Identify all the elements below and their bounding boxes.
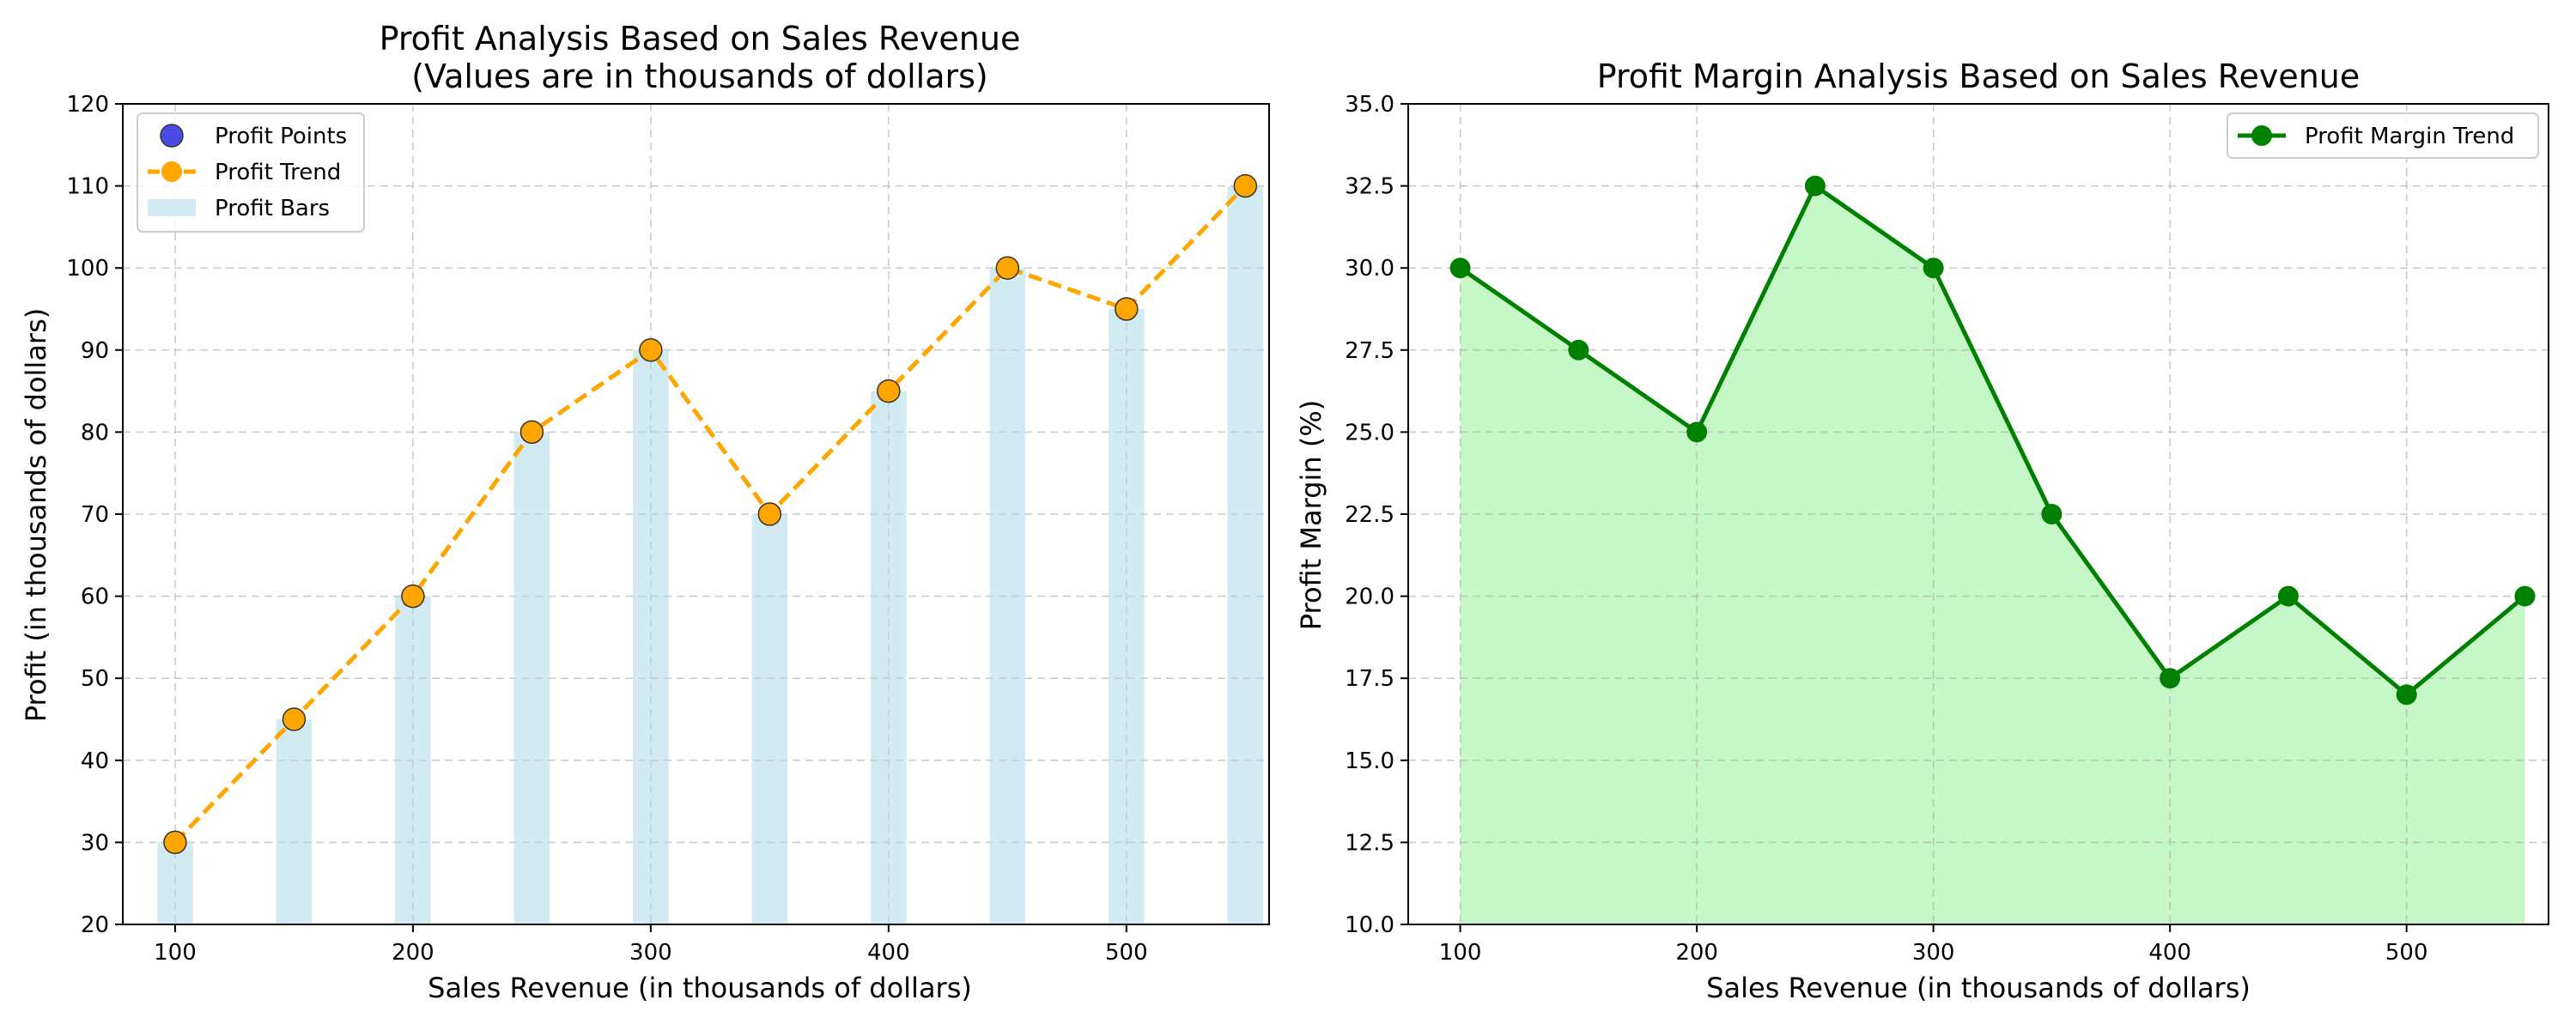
legend-margin-trend-label: Profit Margin Trend [2305,124,2514,149]
margin-area [1460,185,2525,925]
chart1-subtitle: (Values are in thousands of dollars) [411,58,988,95]
margin-point [2277,585,2299,607]
y-tick-label: 17.5 [1345,666,1394,692]
margin-point [2160,668,2181,689]
chart2-area-fill [1460,185,2525,925]
profit-trend-polyline [173,184,1248,845]
y-tick-label: 100 [66,256,109,282]
x-tick-label: 400 [2148,940,2191,966]
profit-bar [513,432,550,924]
legend-profit-bars-swatch [148,199,196,216]
legend-profit-trend-label: Profit Trend [215,160,341,185]
margin-point [1449,258,1471,279]
chart2-x-label: Sales Revenue (in thousands of dollars) [1706,972,2251,1004]
profit-chart: Profit Analysis Based on Sales Revenue (… [20,20,1270,1004]
profit-margin-chart: Profit Margin Analysis Based on Sales Re… [1295,58,2549,1004]
margin-point [1923,258,1944,279]
chart2-legend-box [2227,112,2539,159]
margin-point [1686,421,1708,443]
y-tick-label: 20 [81,912,109,938]
chart2-trend-line [1459,182,2527,698]
chart2-y-label: Profit Margin (%) [1295,400,1327,630]
profit-point [639,338,663,362]
x-tick-label: 500 [1105,940,1148,966]
y-tick-label: 35.0 [1345,92,1394,118]
profit-bar [751,514,788,924]
chart1-title: Profit Analysis Based on Sales Revenue [380,20,1021,58]
profit-point [401,584,425,609]
chart1-bars [157,185,1264,925]
margin-trend-polyline [1459,182,2527,698]
legend-profit-points-marker [160,124,184,148]
chart2-x-ticks: 100 200 300 400 500 [1439,924,2428,966]
profit-bar [276,719,313,924]
chart1-x-label: Sales Revenue (in thousands of dollars) [428,972,972,1004]
y-tick-label: 27.5 [1345,338,1394,364]
y-tick-label: 90 [81,338,109,364]
profit-bar [633,349,669,924]
y-tick-label: 15.0 [1345,748,1394,774]
legend-profit-bars-label: Profit Bars [215,196,330,221]
margin-point [1804,175,1826,197]
y-tick-label: 10.0 [1345,912,1394,938]
y-tick-label: 80 [81,420,109,445]
y-tick-label: 60 [81,585,109,610]
x-tick-label: 100 [154,940,197,966]
profit-point [282,707,307,731]
y-tick-label: 25.0 [1345,420,1394,445]
chart1-trend-line [173,184,1248,845]
y-tick-label: 32.5 [1345,174,1394,200]
x-tick-label: 200 [1675,940,1718,966]
y-tick-label: 110 [66,174,109,200]
chart2-y-ticks: 10.0 12.5 15.0 17.5 20.0 22.5 25.0 27.5 30.0 32.5… [1345,92,1408,938]
chart1-points [163,173,1258,855]
profit-point [757,502,782,526]
chart2-points [1449,175,2536,706]
profit-point [877,379,901,403]
margin-point [1568,339,1589,360]
profit-bar [1227,185,1264,925]
y-tick-label: 70 [81,502,109,528]
profit-point [995,256,1020,280]
y-tick-label: 120 [66,92,109,118]
profit-bar [989,268,1026,924]
chart1-x-ticks: 100 200 300 400 500 [154,924,1148,966]
legend-profit-trend-marker [161,161,182,182]
x-tick-label: 500 [2385,940,2428,966]
profit-bar [871,391,907,925]
x-tick-label: 300 [1912,940,1955,966]
chart1-y-label: Profit (in thousands of dollars) [20,308,52,722]
y-tick-label: 22.5 [1345,502,1394,528]
y-tick-label: 20.0 [1345,585,1394,610]
margin-point [2396,684,2417,706]
legend-margin-trend-marker [2251,125,2272,146]
profit-point [163,830,187,855]
profit-bar [1109,309,1145,924]
chart2-legend: Profit Margin Trend [2227,112,2539,159]
y-tick-label: 50 [81,666,109,692]
x-tick-label: 100 [1439,940,1482,966]
chart1-y-ticks: 20 30 40 50 60 70 80 90 100 110 120 [66,92,123,938]
profit-bar [395,596,431,924]
profit-point [519,420,544,445]
profit-point [1115,297,1139,321]
y-tick-label: 40 [81,748,109,774]
y-tick-label: 30.0 [1345,256,1394,282]
chart1-legend: Profit Points Profit Trend Profit Bars [137,112,365,233]
x-tick-label: 400 [867,940,910,966]
margin-point [2514,585,2536,607]
chart2-title: Profit Margin Analysis Based on Sales Re… [1597,58,2360,95]
margin-point [2041,504,2063,524]
legend-profit-points-label: Profit Points [215,124,347,149]
x-tick-label: 200 [392,940,434,966]
x-tick-label: 300 [629,940,672,966]
profit-bar [157,842,193,924]
profit-point [1233,173,1258,198]
y-tick-label: 12.5 [1345,830,1394,856]
y-tick-label: 30 [81,830,109,856]
